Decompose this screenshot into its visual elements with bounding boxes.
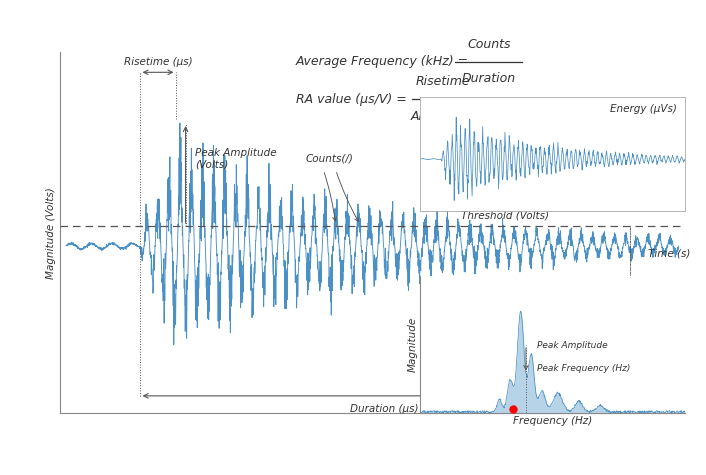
Y-axis label: Magnitude (Volts): Magnitude (Volts) [46, 187, 56, 279]
Y-axis label: Magnitude: Magnitude [407, 317, 417, 372]
Text: RA value (μs/V) =: RA value (μs/V) = [296, 93, 407, 105]
Text: Risetime (μs): Risetime (μs) [124, 57, 192, 67]
Text: Average Frequency (kHz) =: Average Frequency (kHz) = [296, 55, 469, 68]
Text: Peak Amplitude
(Volts): Peak Amplitude (Volts) [195, 148, 276, 170]
Text: Time (s): Time (s) [647, 249, 690, 259]
Text: Amplitude: Amplitude [411, 110, 475, 123]
Text: Risetime: Risetime [416, 76, 470, 88]
Text: Threshold (Volts): Threshold (Volts) [461, 211, 549, 221]
Text: Peak Amplitude: Peak Amplitude [537, 341, 607, 350]
Text: Energy (μVs): Energy (μVs) [610, 104, 677, 114]
Text: Peak Frequency (Hz): Peak Frequency (Hz) [537, 364, 630, 373]
Text: Duration (μs): Duration (μs) [350, 404, 419, 414]
Text: Counts(/): Counts(/) [306, 153, 354, 163]
Text: Duration: Duration [462, 72, 516, 86]
Text: Counts: Counts [467, 38, 510, 51]
X-axis label: Frequency (Hz): Frequency (Hz) [513, 416, 592, 426]
